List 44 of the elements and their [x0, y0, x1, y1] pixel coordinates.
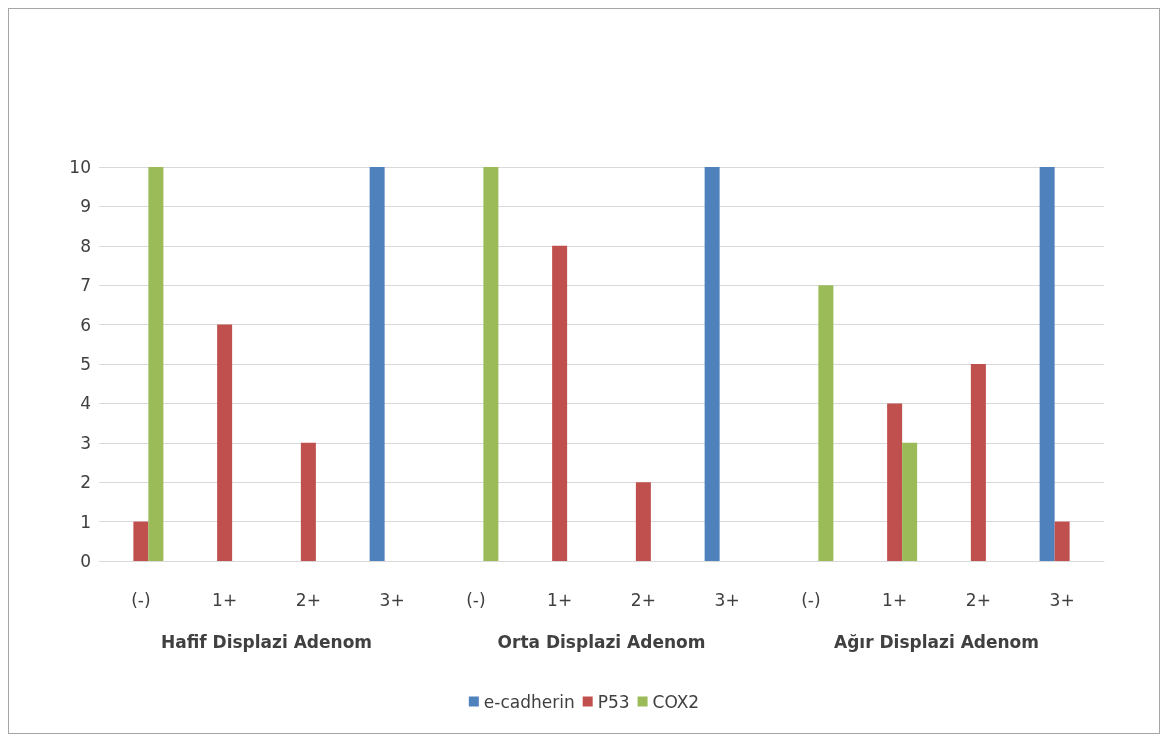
y-tick-label: 8: [80, 235, 91, 256]
x-tick-label: (-): [801, 589, 821, 610]
y-tick-label: 9: [80, 196, 91, 217]
y-tick-label: 10: [69, 157, 91, 177]
x-tick-label: (-): [131, 589, 151, 610]
bar: [635, 482, 651, 561]
bar: [300, 442, 316, 561]
x-tick-label: 2+: [630, 589, 656, 610]
x-tick-label: 3+: [379, 589, 405, 610]
bar: [1039, 167, 1055, 561]
bar: [1054, 521, 1070, 561]
y-tick-label: 4: [80, 393, 91, 414]
bar: [148, 167, 164, 561]
text: Orta Displazi Adenom: [497, 631, 706, 652]
y-tick-label: 1: [80, 511, 91, 532]
legend-label: e-cadherin: [483, 691, 575, 712]
x-tick-label: 1+: [547, 589, 573, 610]
bar: [902, 442, 918, 561]
bar: [818, 285, 834, 561]
x-tick-label: 1+: [882, 589, 908, 610]
text: Hafif Displazi Adenom: [160, 631, 373, 652]
bar: [483, 167, 499, 561]
x-tick-label: 2+: [295, 589, 321, 610]
bar: [133, 521, 149, 561]
legend-label: COX2: [652, 691, 700, 712]
x-tick-label: 3+: [714, 589, 740, 610]
bar: [217, 324, 233, 561]
bar: [552, 245, 568, 561]
legend-label: P53: [597, 691, 630, 712]
text: Ağır Displazi Adenom: [834, 631, 1039, 652]
y-tick-label: 5: [80, 354, 91, 374]
x-tick-label: 3+: [1049, 589, 1075, 610]
y-tick-label: 3: [80, 432, 91, 453]
bar: [887, 403, 903, 561]
y-tick-label: 6: [80, 314, 91, 335]
y-tick-label: 2: [80, 472, 91, 493]
bar: [970, 364, 986, 561]
x-tick-label: 1+: [212, 589, 238, 610]
x-tick-label: 2+: [965, 589, 991, 610]
y-tick-label: 0: [80, 551, 91, 571]
y-tick-label: 7: [80, 275, 91, 296]
bar: [369, 167, 385, 561]
x-tick-label: (-): [466, 589, 486, 610]
bar: [704, 167, 720, 561]
